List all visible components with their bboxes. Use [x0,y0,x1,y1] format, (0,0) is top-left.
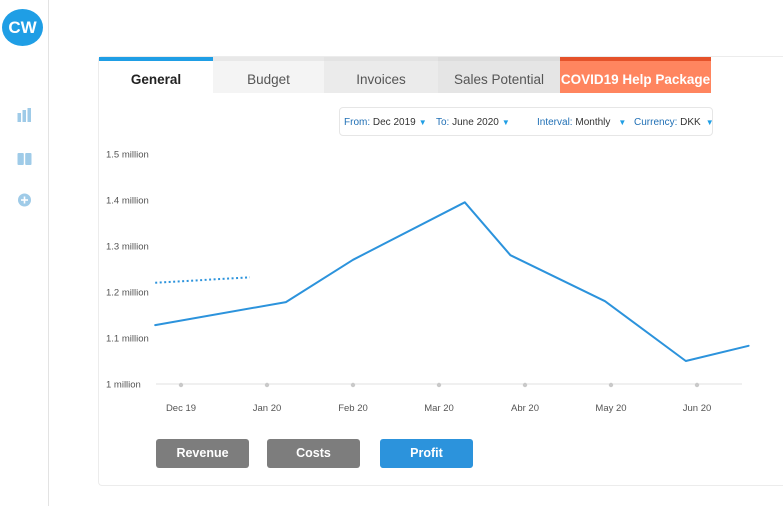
tab-invoices[interactable]: Invoices [324,57,438,93]
interval-value: Monthly [575,117,611,128]
to-value: June 2020 [452,117,499,128]
from-select[interactable]: From: Dec 2019 ▼ [344,117,427,128]
tab-covid19-help-package[interactable]: COVID19 Help Package [560,57,711,93]
costs-button[interactable]: Costs [267,439,360,468]
tab-sales-potential[interactable]: Sales Potential [438,57,560,93]
tab-bar: General Budget Invoices Sales Potential … [99,57,711,93]
currency-value: DKK [680,117,701,128]
bar-chart-icon[interactable] [17,108,32,122]
to-select[interactable]: To: June 2020 ▼ [436,117,510,128]
caret-down-icon: ▼ [705,118,714,127]
revenue-button[interactable]: Revenue [156,439,249,468]
profit-button[interactable]: Profit [380,439,473,468]
avatar[interactable]: CW [2,9,43,46]
tab-budget[interactable]: Budget [213,57,324,93]
sidebar: CW [0,0,49,506]
caret-down-icon: ▼ [618,118,627,127]
currency-label: Currency: [634,117,678,128]
caret-down-icon: ▼ [418,118,427,127]
to-label: To: [436,117,450,128]
interval-select[interactable]: Interval: Monthly ▼ [537,117,626,128]
currency-select[interactable]: Currency: DKK ▼ [634,117,714,128]
from-value: Dec 2019 [372,117,416,128]
from-label: From: [344,117,371,128]
interval-label: Interval: [537,117,573,128]
filter-bar: From: Dec 2019 ▼ To: June 2020 ▼ Interval:… [339,107,714,136]
book-icon[interactable] [17,152,32,166]
tab-general[interactable]: General [99,57,213,93]
caret-down-icon: ▼ [501,118,510,127]
add-circle-icon[interactable] [17,193,32,207]
